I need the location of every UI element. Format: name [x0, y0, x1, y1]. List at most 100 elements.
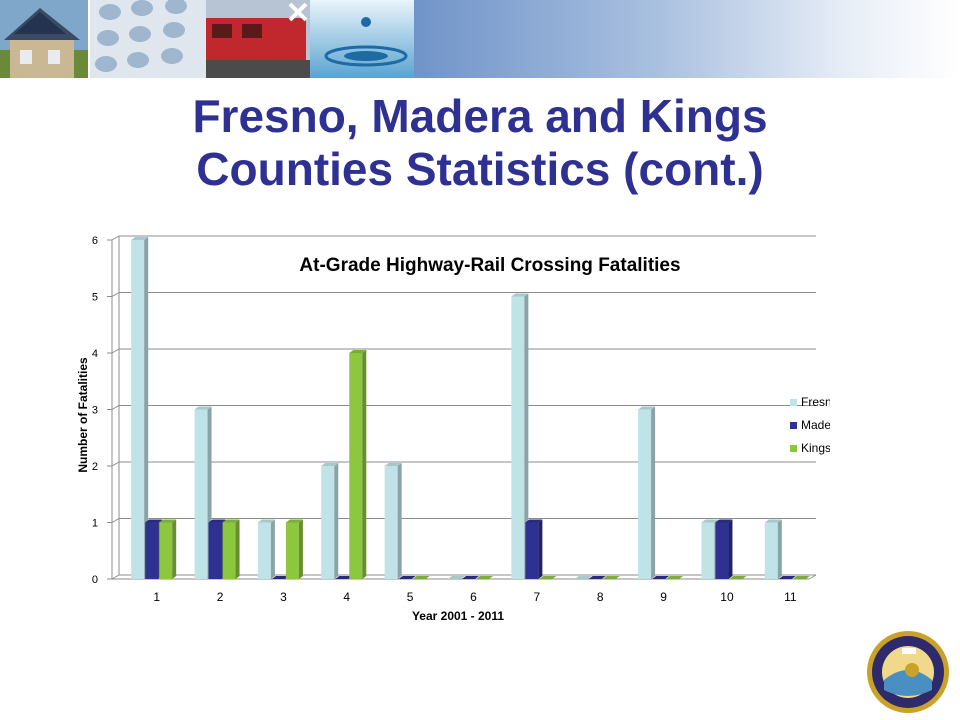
- bar-top: [321, 463, 339, 466]
- banner-gradient: [410, 0, 960, 78]
- bar-front: [384, 466, 398, 579]
- bar-kings-2: [222, 519, 240, 579]
- bar-front: [525, 522, 539, 579]
- bar-madera-8: [588, 576, 606, 580]
- bar-top: [539, 576, 557, 579]
- y-tick-label: 4: [92, 348, 98, 360]
- bar-top: [652, 576, 670, 579]
- bar-top: [729, 576, 747, 579]
- grid-line-diag: [111, 235, 120, 241]
- x-tick-label: 9: [660, 590, 667, 604]
- x-tick-label: 8: [597, 590, 604, 604]
- grid-line-diag: [111, 405, 120, 410]
- x-tick-label: 6: [470, 590, 477, 604]
- y-tick-label: 6: [92, 235, 98, 247]
- bar-kings-11: [792, 576, 810, 580]
- bar-top: [462, 576, 479, 579]
- bar-top: [511, 293, 529, 297]
- bar-top: [384, 463, 402, 466]
- bar-top: [349, 350, 367, 353]
- legend-label-madera: Madera: [801, 418, 830, 432]
- bar-top: [638, 406, 656, 410]
- chart-bars: [131, 237, 810, 580]
- bar-front: [349, 353, 363, 579]
- bar-top: [448, 576, 465, 579]
- bar-top: [602, 576, 620, 579]
- bar-kings-6: [476, 576, 493, 580]
- bar-front: [131, 240, 145, 579]
- cpuc-seal-logo: [867, 631, 949, 713]
- bar-fresno-3: [257, 519, 275, 579]
- bar-side: [270, 519, 275, 579]
- bar-side: [298, 519, 303, 579]
- bar-top: [257, 519, 275, 523]
- slide-title: Fresno, Madera and Kings Counties Statis…: [0, 90, 960, 196]
- x-axis-label: Year 2001 - 2011: [412, 609, 504, 623]
- floor-edge: [808, 574, 817, 580]
- y-tick-label: 5: [92, 292, 98, 304]
- water-drop-photo: [310, 0, 414, 78]
- bar-madera-10: [715, 519, 733, 579]
- legend-swatch-fresno: [790, 399, 797, 406]
- bar-side: [728, 519, 733, 579]
- bar-kings-10: [729, 576, 747, 580]
- bar-top: [285, 519, 303, 523]
- bar-kings-8: [602, 576, 620, 580]
- bar-side: [777, 519, 782, 579]
- bar-kings-5: [412, 576, 430, 580]
- bar-top: [208, 519, 226, 523]
- bar-fresno-11: [764, 519, 782, 579]
- y-tick-labels: 0 1 2 3 4 5 6: [92, 235, 112, 586]
- bar-madera-6: [462, 576, 479, 580]
- bar-front: [764, 522, 778, 579]
- bar-fresno-1: [131, 237, 149, 579]
- y-axis-label: Number of Fatalities: [76, 357, 90, 473]
- x-tick-label: 11: [784, 590, 797, 604]
- bar-top: [476, 576, 493, 579]
- bar-top: [222, 519, 240, 523]
- slide-title-line-1: Fresno, Madera and Kings: [192, 90, 768, 142]
- bar-madera-7: [525, 519, 543, 579]
- bar-front: [511, 296, 525, 579]
- bar-madera-5: [398, 576, 416, 580]
- bar-front: [257, 522, 271, 579]
- bar-front: [194, 409, 208, 579]
- bar-front: [285, 522, 299, 579]
- y-tick-label: 3: [92, 405, 98, 417]
- bar-front: [145, 522, 159, 579]
- y-tick-label: 2: [92, 461, 98, 473]
- bar-side: [144, 237, 149, 579]
- x-tick-label: 10: [720, 590, 734, 604]
- bar-top: [194, 406, 212, 410]
- bar-kings-4: [349, 350, 367, 579]
- x-tick-label: 7: [534, 590, 541, 604]
- bar-top: [271, 576, 289, 579]
- chart-title: At-Grade Highway-Rail Crossing Fatalitie…: [299, 255, 680, 276]
- grid-line-diag: [111, 574, 120, 580]
- bar-madera-3: [271, 576, 289, 580]
- x-tick-labels: 1 2 3 4 5 6 7 8 9 10 11: [153, 590, 797, 604]
- bar-top: [335, 576, 353, 579]
- bar-front: [715, 522, 729, 579]
- bar-side: [172, 519, 177, 579]
- bar-front: [638, 409, 652, 579]
- bar-front: [222, 522, 236, 579]
- bar-top: [525, 519, 543, 523]
- grid-line-diag: [111, 292, 120, 297]
- telephone-keypad-photo: [90, 0, 206, 78]
- bar-top: [792, 576, 810, 579]
- bar-side: [538, 519, 543, 579]
- bar-side: [334, 463, 339, 579]
- bar-side: [397, 463, 402, 579]
- bar-kings-7: [539, 576, 557, 580]
- bar-madera-9: [652, 576, 670, 580]
- bar-madera-11: [778, 576, 796, 580]
- train-crossing-photo: [206, 0, 310, 78]
- legend-swatch-madera: [790, 422, 797, 429]
- legend-label-fresno: Fresno: [801, 395, 830, 409]
- bar-top: [778, 576, 796, 579]
- x-tick-label: 4: [343, 590, 350, 604]
- grid-line-diag: [111, 461, 120, 467]
- bar-top: [145, 519, 163, 523]
- x-tick-label: 3: [280, 590, 287, 604]
